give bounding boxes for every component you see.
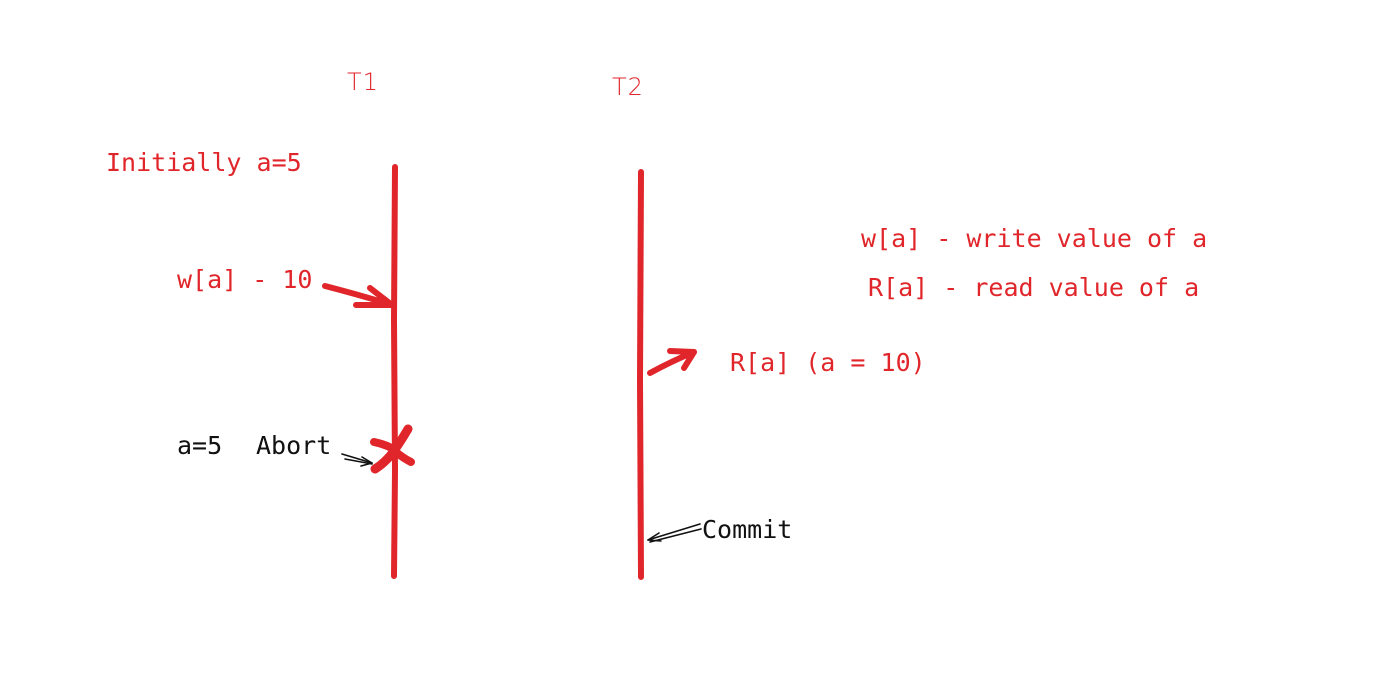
t2-commit-note: Commit [702, 515, 793, 544]
t1-label: T1 [347, 68, 379, 96]
t1-timeline [390, 164, 399, 579]
t2-label: T2 [612, 73, 644, 101]
write-arrow [322, 283, 395, 308]
initial-value-note: Initially a=5 [106, 148, 302, 177]
t2-read-note: R[a] (a = 10) [730, 348, 926, 377]
t1-abort-note: Abort [256, 431, 332, 460]
read-arrow [647, 348, 697, 376]
t1-write-note: w[a] - 10 [177, 265, 313, 294]
abort-pointer-arrow [341, 453, 373, 467]
t1-restore-note: a=5 [177, 431, 223, 460]
abort-cross-mark [370, 424, 415, 474]
legend-read: R[a] - read value of a [868, 273, 1200, 302]
legend-write: w[a] - write value of a [861, 224, 1208, 253]
t2-timeline [636, 169, 644, 580]
commit-pointer-arrow [647, 523, 702, 543]
